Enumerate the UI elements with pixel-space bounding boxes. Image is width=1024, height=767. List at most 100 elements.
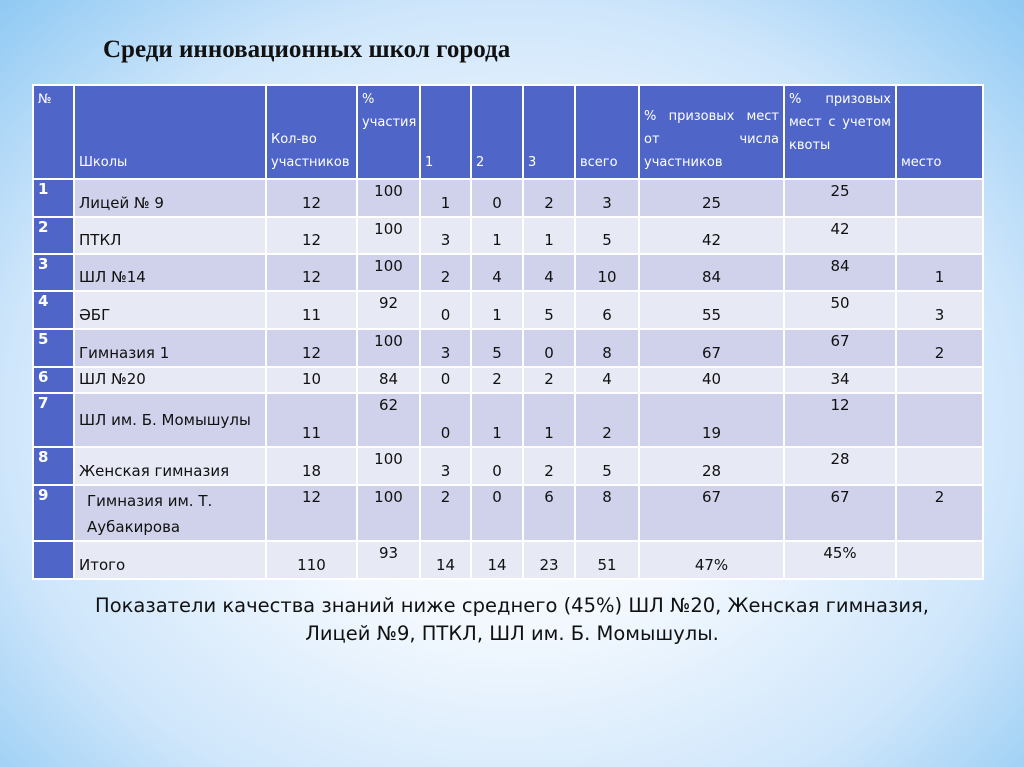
- table-cell: 11: [265, 290, 358, 330]
- table-cell: 19: [638, 392, 785, 448]
- footer-note: Показатели качества знаний ниже среднего…: [95, 594, 929, 645]
- table-cell: 51: [574, 540, 640, 580]
- table-row: Итого 110 93 14 14 23 51 47% 45%: [32, 540, 984, 580]
- table-cell: 5: [470, 328, 524, 368]
- table-cell: 67: [783, 328, 897, 368]
- table-cell: 6: [522, 484, 576, 542]
- table-cell: 3: [419, 446, 472, 486]
- school-name: Женская гимназия: [73, 446, 267, 486]
- table-cell: 12: [265, 253, 358, 292]
- table-cell: 10: [574, 253, 640, 292]
- table-cell: 84: [783, 253, 897, 292]
- table-cell: 92: [356, 290, 421, 330]
- table-cell: 12: [265, 484, 358, 542]
- table-cell: 100: [356, 216, 421, 255]
- table-cell: 45%: [783, 540, 897, 580]
- table-cell: 28: [783, 446, 897, 486]
- column-header: Кол-во участников: [265, 84, 358, 180]
- table-cell: 10: [265, 366, 358, 394]
- table-cell: 84: [638, 253, 785, 292]
- table-cell: 100: [356, 328, 421, 368]
- table-cell: [895, 540, 984, 580]
- table-cell: 2: [574, 392, 640, 448]
- table-cell: 11: [265, 392, 358, 448]
- table-cell: 0: [419, 290, 472, 330]
- table-cell: 5: [522, 290, 576, 330]
- school-name: Гимназия 1: [73, 328, 267, 368]
- table-cell: 3: [419, 216, 472, 255]
- table-cell: 110: [265, 540, 358, 580]
- table-cell: 2: [895, 484, 984, 542]
- column-header: всего: [574, 84, 640, 180]
- table-cell: 40: [638, 366, 785, 394]
- row-number: 3: [32, 253, 75, 292]
- table-cell: [895, 366, 984, 394]
- column-header: 2: [470, 84, 524, 180]
- school-name: Гимназия им. Т. Аубакирова: [73, 484, 267, 542]
- table-cell: 0: [419, 392, 472, 448]
- column-header: 1: [419, 84, 472, 180]
- table-cell: 0: [419, 366, 472, 394]
- table-cell: 1: [522, 392, 576, 448]
- row-number: 9: [32, 484, 75, 542]
- table-cell: 6: [574, 290, 640, 330]
- table-cell: 62: [356, 392, 421, 448]
- school-name: Итого: [73, 540, 267, 580]
- column-header: Школы: [73, 84, 267, 180]
- table-cell: 93: [356, 540, 421, 580]
- row-number: 1: [32, 178, 75, 218]
- table-cell: 2: [522, 366, 576, 394]
- table-cell: 12: [783, 392, 897, 448]
- table-cell: 8: [574, 484, 640, 542]
- table-cell: [895, 446, 984, 486]
- school-name: Лицей № 9: [73, 178, 267, 218]
- table-cell: 42: [638, 216, 785, 255]
- table-cell: 2: [522, 178, 576, 218]
- column-header: % участия: [356, 84, 421, 180]
- row-number: 2: [32, 216, 75, 255]
- table-cell: 0: [470, 446, 524, 486]
- table-row: 8 Женская гимназия 18 100 3 0 2 5 28 28: [32, 446, 984, 486]
- table-cell: 42: [783, 216, 897, 255]
- table-cell: 1: [470, 392, 524, 448]
- school-name: ШЛ им. Б. Момышулы: [73, 392, 267, 448]
- row-number: 5: [32, 328, 75, 368]
- row-number: 4: [32, 290, 75, 330]
- column-header: место: [895, 84, 984, 180]
- column-header: 3: [522, 84, 576, 180]
- table-row: 6 ШЛ №20 10 84 0 2 2 4 40 34: [32, 366, 984, 394]
- row-number: 7: [32, 392, 75, 448]
- table-cell: 23: [522, 540, 576, 580]
- table-cell: 1: [522, 216, 576, 255]
- table-cell: 2: [419, 253, 472, 292]
- school-name: ШЛ №20: [73, 366, 267, 394]
- table-cell: 3: [419, 328, 472, 368]
- school-name: ПТКЛ: [73, 216, 267, 255]
- school-name: ӘБГ: [73, 290, 267, 330]
- table-cell: 2: [419, 484, 472, 542]
- table-cell: [895, 392, 984, 448]
- table-cell: 67: [638, 484, 785, 542]
- table-cell: 4: [470, 253, 524, 292]
- table-cell: 14: [470, 540, 524, 580]
- column-header: % призовых мест с учетом квоты: [783, 84, 897, 180]
- table-cell: 4: [574, 366, 640, 394]
- row-number: 6: [32, 366, 75, 394]
- table-cell: 55: [638, 290, 785, 330]
- table-cell: 12: [265, 216, 358, 255]
- table-cell: 0: [470, 178, 524, 218]
- table-cell: 1: [470, 216, 524, 255]
- table-cell: 3: [895, 290, 984, 330]
- results-table: № Школы Кол-во участников% участия 1 2 3 всего…: [32, 84, 984, 580]
- table-cell: 12: [265, 328, 358, 368]
- table-cell: 47%: [638, 540, 785, 580]
- table-row: 5 Гимназия 1 12 100 3 5 0 8 67 67 2: [32, 328, 984, 368]
- table-cell: 3: [574, 178, 640, 218]
- table-cell: 2: [895, 328, 984, 368]
- table-cell: 100: [356, 484, 421, 542]
- table-cell: 67: [638, 328, 785, 368]
- table-cell: 34: [783, 366, 897, 394]
- table-row: 1 Лицей № 9 12 100 1 0 2 3 25 25: [32, 178, 984, 218]
- table-cell: [895, 178, 984, 218]
- table-row: 2 ПТКЛ 12 100 3 1 1 5 42 42: [32, 216, 984, 255]
